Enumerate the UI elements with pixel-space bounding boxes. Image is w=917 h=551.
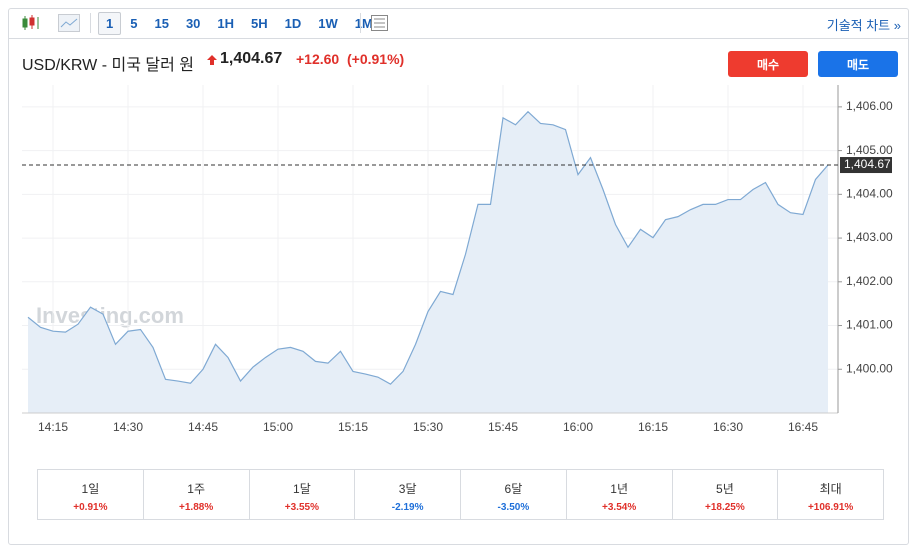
x-tick-label: 16:15 — [638, 420, 668, 434]
change: +1.88% — [179, 502, 214, 513]
y-tick-label: 1,406.00 — [846, 99, 893, 113]
change: +0.91% — [73, 502, 108, 513]
y-tick-label: 1,400.00 — [846, 361, 893, 375]
performance-cell: 1년 +3.54% — [567, 470, 673, 519]
y-tick-label: 1,404.00 — [846, 187, 893, 201]
performance-cell: 1주 +1.88% — [144, 470, 250, 519]
x-tick-label: 15:30 — [413, 420, 443, 434]
x-tick-label: 16:45 — [788, 420, 818, 434]
period: 1주 — [187, 482, 205, 496]
period: 5년 — [716, 482, 734, 496]
interval-button[interactable]: 30 — [185, 16, 201, 31]
up-arrow — [207, 55, 217, 65]
x-tick-label: 15:00 — [263, 420, 293, 434]
price-change: +12.60 (+0.91%) — [296, 51, 404, 67]
price-line — [27, 110, 829, 385]
performance-cell: 6달 -3.50% — [461, 470, 567, 519]
period: 1년 — [610, 482, 628, 496]
change: +3.54% — [602, 502, 637, 513]
chart: Investing.com 1,400.00 1,401.00 1,402.00 1,4… — [22, 85, 893, 434]
change: -3.50% — [497, 502, 530, 513]
toolbar: 1 5 15 30 1H 5H 1D 1W 1M 기술적 차트 » — [8, 8, 909, 39]
x-tick-label: 16:30 — [713, 420, 743, 434]
watermark: Investing.com — [36, 303, 184, 328]
performance-table: 1일 +0.91% 1주 +1.88% 1달 +3.55% 3달 -2.19% 6달 -3.50%… — [37, 469, 884, 520]
change: -2.19% — [391, 502, 424, 513]
area-icon[interactable] — [58, 14, 80, 32]
x-tick-label: 15:15 — [338, 420, 368, 434]
y-tick-label: 1,405.00 — [846, 143, 893, 157]
table-icon[interactable] — [370, 14, 390, 32]
x-tick-label: 14:15 — [38, 420, 68, 434]
x-tick-label: 14:30 — [113, 420, 143, 434]
interval-button[interactable]: 15 — [154, 16, 169, 31]
period: 1달 — [293, 482, 311, 496]
x-tick-label: 15:45 — [488, 420, 518, 434]
change: +18.25% — [704, 502, 745, 513]
y-tick-label: 1,401.00 — [846, 318, 893, 332]
change: +12.60 — [296, 51, 340, 67]
change: +106.91% — [807, 502, 854, 513]
area — [28, 111, 828, 413]
interval-button[interactable]: 1M — [354, 16, 373, 31]
widget-frame — [8, 8, 909, 545]
buy-button[interactable]: 매수 — [728, 51, 808, 77]
interval-button[interactable]: 5H — [251, 16, 268, 31]
performance-cell: 1일 +0.91% — [38, 470, 144, 519]
interval-button[interactable]: 1 — [98, 12, 122, 35]
change: +3.55% — [284, 502, 319, 513]
x-tick-label: 16:00 — [563, 420, 593, 434]
y-tick-label: 1,403.00 — [846, 230, 893, 244]
interval-button[interactable]: 1W — [318, 16, 338, 31]
interval-button[interactable]: 1D — [284, 16, 302, 31]
last-price-box — [840, 157, 892, 174]
period: 3달 — [398, 482, 417, 496]
performance-cell: 3달 -2.19% — [355, 470, 461, 519]
interval-list: 1 5 15 30 1H 5H 1D 1W 1M — [98, 12, 382, 35]
interval-button[interactable]: 1H — [217, 16, 235, 31]
price: 1,404.67 — [220, 50, 283, 67]
divider — [90, 13, 91, 33]
last-price-label: 1,404.67 — [844, 157, 891, 171]
technical-chart-link[interactable]: 기술적 차트 » — [826, 18, 901, 33]
period: 최대 — [819, 482, 842, 496]
instrument-title: USD/KRW - 미국 달러 원 — [22, 57, 194, 74]
period: 1일 — [81, 482, 100, 496]
divider — [360, 13, 361, 33]
sell-button[interactable]: 매도 — [818, 51, 898, 77]
period: 6달 — [504, 482, 523, 496]
x-tick-label: 14:45 — [188, 420, 218, 434]
candle-icon[interactable] — [20, 14, 40, 32]
y-tick-label: 1,402.00 — [846, 274, 893, 288]
performance-cell: 최대 +106.91% — [778, 470, 883, 519]
interval-button[interactable]: 5 — [130, 16, 138, 31]
performance-cell: 1달 +3.55% — [250, 470, 356, 519]
performance-cell: 5년 +18.25% — [673, 470, 779, 519]
change-pct: (+0.91%) — [347, 51, 405, 67]
